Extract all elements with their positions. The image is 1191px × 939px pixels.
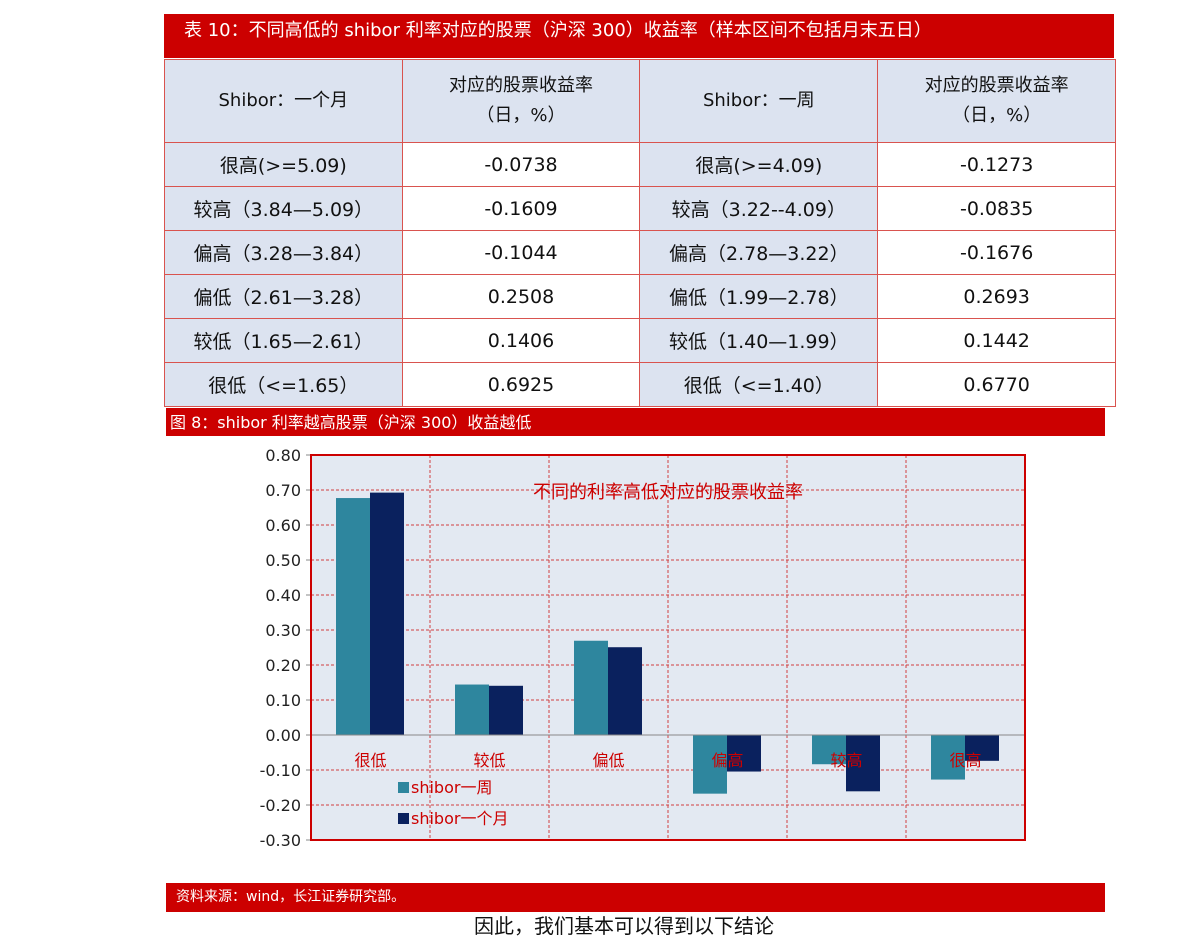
column-header: 对应的股票收益率 （日，%） [401,59,641,143]
return-cell: -0.0835 [877,186,1116,231]
x-tick-label: 较低 [473,751,505,770]
bar-1-2 [608,647,642,735]
y-tick-label: -0.20 [260,796,301,815]
table-title: 表 10：不同高低的 shibor 利率对应的股票（沪深 300）收益率（样本区… [164,14,1114,58]
shibor-return-table: Shibor：一个月 对应的股票收益率 （日，%） Shibor：一周 对应的股票收益率… [164,59,1116,407]
header-line: 对应的股票收益率 [924,75,1069,96]
legend-swatch [398,782,409,793]
x-tick-label: 偏高 [711,751,743,770]
y-tick-label: 0.70 [265,481,301,500]
range-cell: 很低（<=1.65） [164,362,403,407]
return-cell: 0.1442 [877,318,1116,363]
y-tick-label: 0.40 [265,586,301,605]
header-line: 对应的股票收益率 [448,75,593,96]
bar-0-3 [693,735,727,794]
body-text: 因此，我们基本可以得到以下结论 [474,914,774,938]
plot-border [310,454,1026,841]
y-tick-label: 0.60 [265,516,301,535]
range-cell: 偏高（3.28—3.84） [164,230,403,275]
bar-chart: 0.80 0.70 0.60 0.50 0.40 0.30 0.20 0.10 0.00 -0.1… [260,446,1026,850]
bar-1-3 [727,735,761,772]
range-cell: 偏低（1.99—2.78） [639,274,879,319]
header-line: （日，%） [952,105,1042,126]
source-note: 资料来源：wind，长江证券研究部。 [166,883,1105,912]
y-tick-label: 0.30 [265,621,301,640]
bar-1-1 [489,685,523,735]
y-tick-label: 0.10 [265,691,301,710]
bar-0-5 [931,735,965,780]
bar-1-0 [370,492,404,735]
table-row: 较高（3.84—5.09） -0.1609 较高（3.22--4.09） -0.083… [164,186,1116,231]
header-line: （日，%） [476,105,566,126]
table-row: 较低（1.65—2.61） 0.1406 较低（1.40—1.99） 0.1442 [164,318,1116,363]
column-header: Shibor：一周 [639,59,879,143]
bar-0-4 [812,735,846,765]
range-cell: 较高（3.22--4.09） [639,186,879,231]
x-tick-label: 很低 [354,751,386,770]
bar-0-1 [455,684,489,735]
range-cell: 很高(>=4.09) [639,142,879,187]
return-cell: -0.1273 [877,142,1116,187]
legend-swatch [398,813,409,824]
range-cell: 较低（1.40—1.99） [639,318,879,363]
return-cell: 0.2693 [877,274,1116,319]
bar-1-4 [846,735,880,792]
bar-0-2 [574,640,608,735]
range-cell: 较低（1.65—2.61） [164,318,403,363]
range-cell: 很高(>=5.09) [164,142,403,187]
range-cell: 很低（<=1.40） [639,362,879,407]
return-cell: 0.2508 [401,274,641,319]
y-tick-label: -0.10 [260,761,301,780]
return-cell: 0.6925 [401,362,641,407]
legend-label: shibor一周 [411,778,492,797]
y-tick-label: 0.50 [265,551,301,570]
return-cell: 0.1406 [401,318,641,363]
table-row: 偏低（2.61—3.28） 0.2508 偏低（1.99—2.78） 0.2693 [164,274,1116,319]
chart-title: 不同的利率高低对应的股票收益率 [533,482,803,503]
column-header: Shibor：一个月 [164,59,403,143]
return-cell: 0.6770 [877,362,1116,407]
y-tick-label: 0.00 [265,726,301,745]
header-line: Shibor：一个月 [218,90,349,111]
table-row: 很高(>=5.09) -0.0738 很高(>=4.09) -0.1273 [164,142,1116,187]
range-cell: 偏高（2.78—3.22） [639,230,879,275]
x-tick-label: 偏低 [592,751,624,770]
column-header: 对应的股票收益率 （日，%） [877,59,1116,143]
return-cell: -0.1676 [877,230,1116,275]
range-cell: 较高（3.84—5.09） [164,186,403,231]
x-tick-label: 较高 [830,751,862,770]
y-tick-label: 0.20 [265,656,301,675]
y-tick-label: 0.80 [265,446,301,465]
return-cell: -0.1609 [401,186,641,231]
range-cell: 偏低（2.61—3.28） [164,274,403,319]
header-line: Shibor：一周 [702,90,815,111]
y-tick-label: -0.30 [260,831,301,850]
table-row: 很低（<=1.65） 0.6925 很低（<=1.40） 0.6770 [164,362,1116,407]
figure-caption: 图 8：shibor 利率越高股票（沪深 300）收益越低 [166,408,1105,436]
return-cell: -0.0738 [401,142,641,187]
legend-label: shibor一个月 [411,809,508,828]
table-row: 偏高（3.28—3.84） -0.1044 偏高（2.78—3.22） -0.1676 [164,230,1116,275]
bar-1-5 [965,735,999,761]
x-tick-label: 很高 [949,751,981,770]
bar-0-0 [336,498,370,735]
return-cell: -0.1044 [401,230,641,275]
